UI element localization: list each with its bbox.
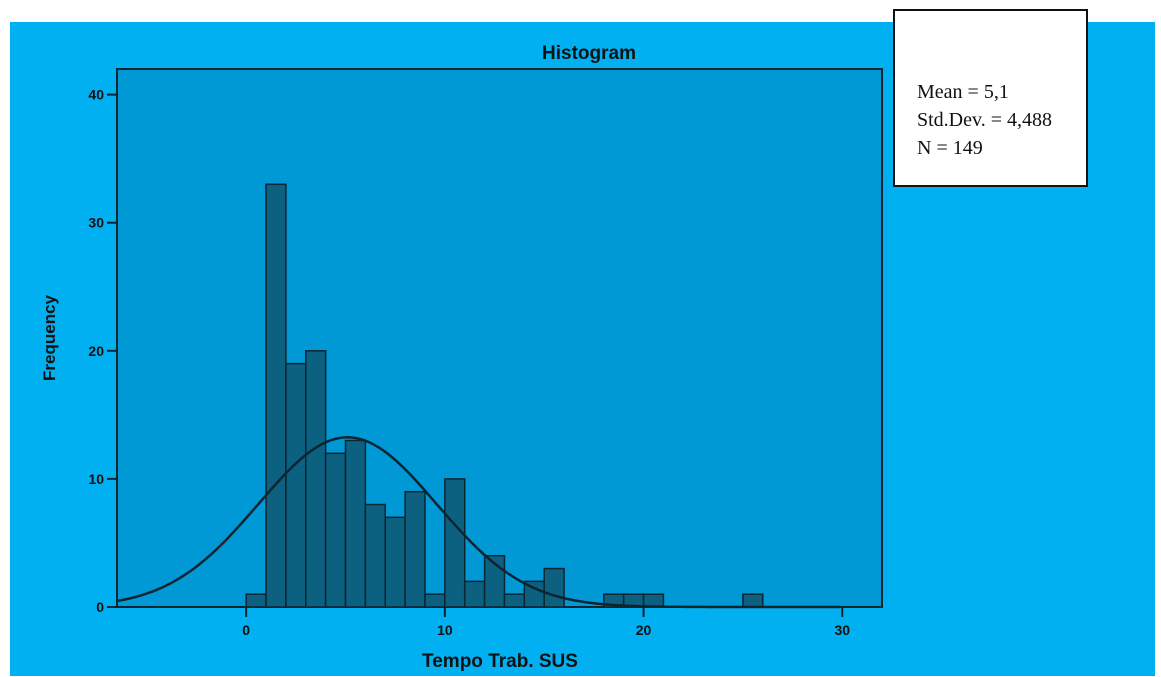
- x-tick-label: 20: [636, 622, 652, 638]
- plot-area: [116, 68, 883, 608]
- x-axis-label: Tempo Trab. SUS: [422, 651, 578, 672]
- histogram-bar: [444, 478, 466, 608]
- histogram-bar: [384, 516, 406, 608]
- y-tick-label: 40: [88, 87, 104, 103]
- histogram-bar: [364, 503, 386, 608]
- y-tick-label: 20: [88, 343, 104, 359]
- histogram-bar: [404, 490, 426, 608]
- histogram-bar: [742, 593, 764, 608]
- x-tick-label: 30: [834, 622, 850, 638]
- histogram-bar: [503, 593, 526, 608]
- mean-stat: Mean = 5,1: [917, 81, 1009, 103]
- histogram-bar: [285, 362, 307, 608]
- x-tick-label: 10: [437, 622, 453, 638]
- histogram-bar: [463, 580, 486, 608]
- y-axis-label: Frequency: [40, 294, 59, 381]
- n-stat: N = 149: [917, 137, 983, 159]
- histogram-bar: [543, 567, 565, 608]
- statistics-box: Mean = 5,1 Std.Dev. = 4,488 N = 149: [893, 9, 1088, 187]
- histogram-bar: [305, 350, 327, 608]
- std-dev-stat: Std.Dev. = 4,488: [917, 109, 1052, 131]
- histogram-bar: [245, 593, 267, 608]
- histogram-bar: [324, 452, 347, 608]
- chart-title: Histogram: [542, 43, 636, 64]
- histogram-bar: [424, 593, 446, 608]
- histogram-bar: [265, 183, 287, 608]
- y-tick-label: 0: [96, 599, 104, 615]
- histogram-bar: [642, 593, 665, 608]
- y-tick-label: 30: [88, 215, 104, 231]
- y-tick-label: 10: [88, 471, 104, 487]
- normal-curve: [116, 436, 841, 609]
- x-tick-label: 0: [242, 622, 250, 638]
- histogram-bar: [344, 439, 367, 608]
